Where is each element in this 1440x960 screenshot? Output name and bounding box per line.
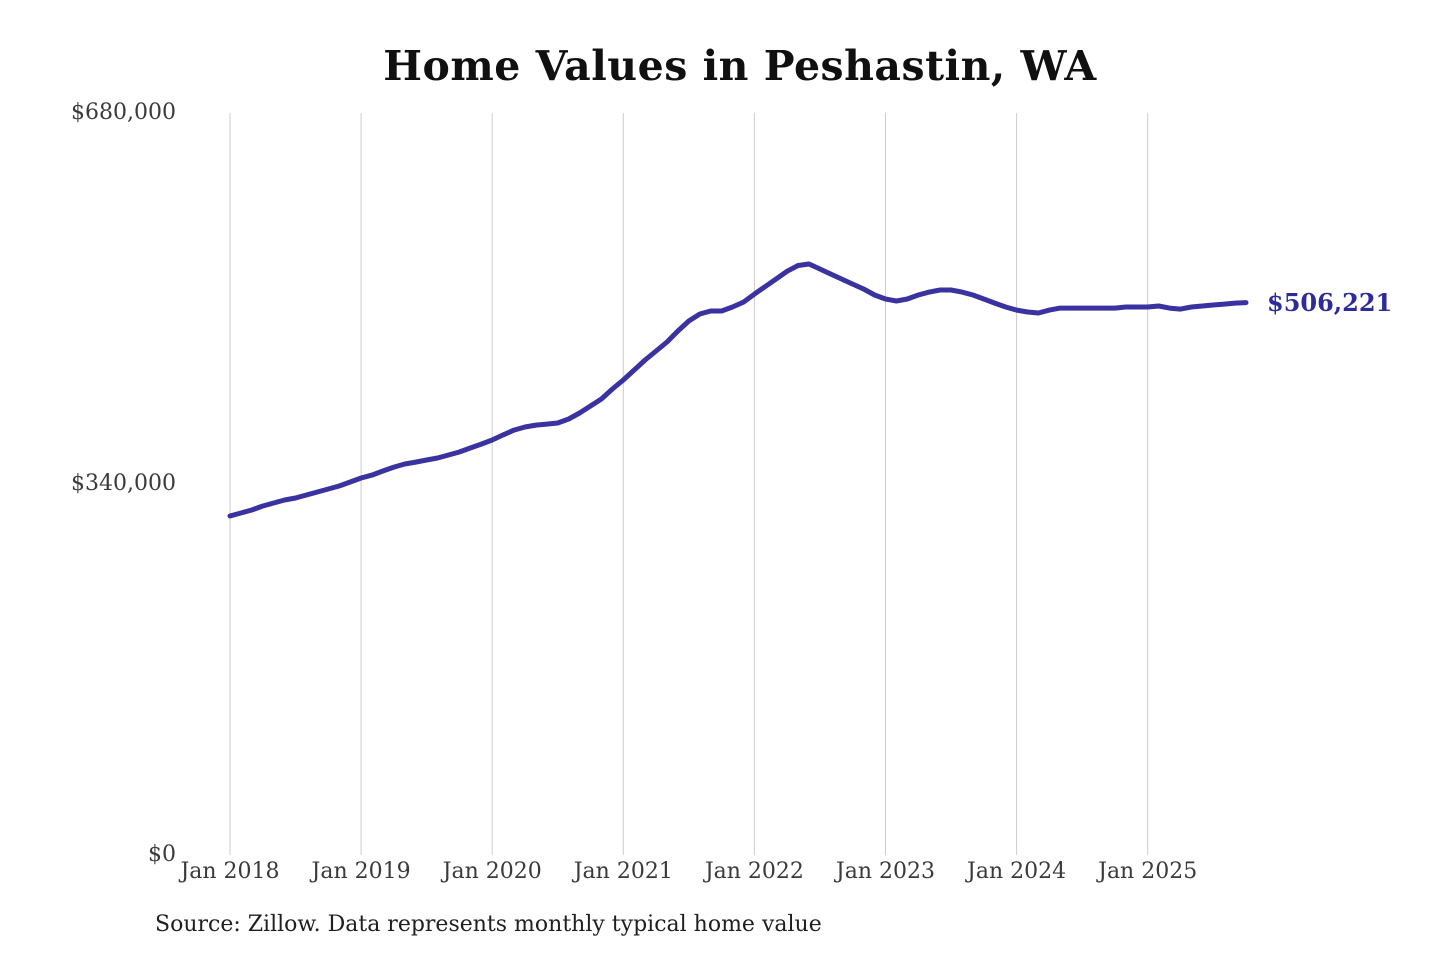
x-axis-tick-label: Jan 2018 xyxy=(180,859,280,884)
vertical-gridlines xyxy=(229,113,1149,855)
source-note: Source: Zillow. Data represents monthly … xyxy=(155,912,822,937)
x-axis-tick-label: Jan 2021 xyxy=(573,859,673,884)
x-axis-tick-label: Jan 2022 xyxy=(704,859,804,884)
chart-title: Home Values in Peshastin, WA xyxy=(383,42,1097,90)
x-axis-tick-label: Jan 2023 xyxy=(835,859,936,884)
x-axis-tick-label: Jan 2019 xyxy=(311,859,411,884)
x-axis-tick-label: Jan 2024 xyxy=(967,859,1067,884)
y-axis-tick-label: $0 xyxy=(148,842,176,867)
home-value-line xyxy=(227,261,1249,519)
y-axis-tick-label: $680,000 xyxy=(71,100,176,125)
y-axis-tick-label: $340,000 xyxy=(71,471,176,496)
current-value-label: $506,221 xyxy=(1267,287,1393,317)
x-axis-tick-label: Jan 2020 xyxy=(442,859,542,884)
x-axis-tick-label: Jan 2025 xyxy=(1098,859,1198,884)
